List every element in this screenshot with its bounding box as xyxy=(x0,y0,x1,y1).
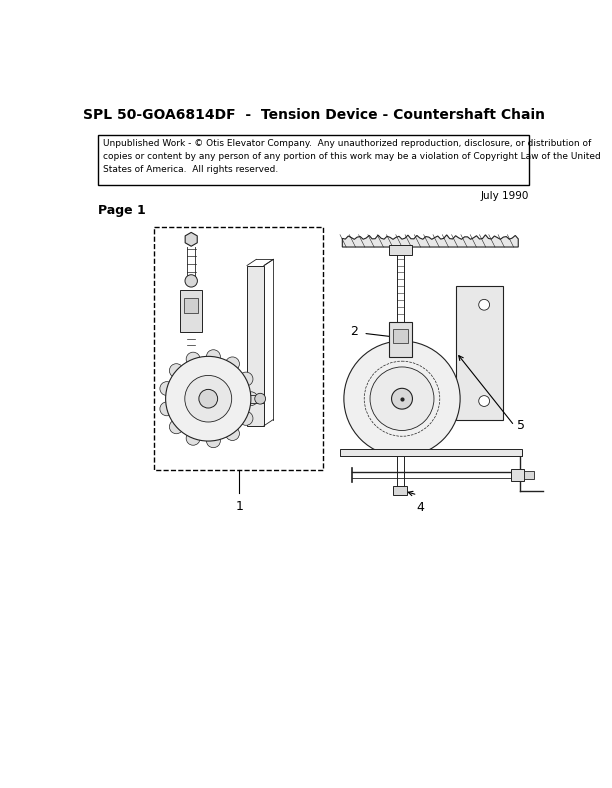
Circle shape xyxy=(166,356,251,441)
Polygon shape xyxy=(204,395,264,403)
Circle shape xyxy=(160,381,174,396)
Bar xyxy=(154,227,323,470)
Ellipse shape xyxy=(479,299,490,310)
Polygon shape xyxy=(342,235,518,247)
Circle shape xyxy=(199,389,218,408)
Bar xyxy=(181,290,202,333)
Text: Page 1: Page 1 xyxy=(98,204,146,217)
Circle shape xyxy=(170,420,184,433)
Ellipse shape xyxy=(479,396,490,407)
Bar xyxy=(389,322,412,357)
Polygon shape xyxy=(185,232,197,246)
Circle shape xyxy=(239,411,253,426)
Bar xyxy=(393,329,408,343)
Bar xyxy=(524,471,534,479)
Circle shape xyxy=(185,275,198,287)
Bar xyxy=(184,298,198,314)
Bar xyxy=(389,246,412,255)
Text: 1: 1 xyxy=(235,500,243,512)
Circle shape xyxy=(239,372,253,386)
Circle shape xyxy=(186,352,200,366)
Bar xyxy=(391,384,410,392)
Bar xyxy=(510,469,524,481)
Text: 4: 4 xyxy=(416,501,424,514)
Text: 3: 3 xyxy=(342,391,350,403)
Circle shape xyxy=(206,434,220,448)
Circle shape xyxy=(225,426,239,440)
Circle shape xyxy=(255,393,266,404)
Text: SPL 50-GOA6814DF  -  Tension Device - Countershaft Chain: SPL 50-GOA6814DF - Tension Device - Coun… xyxy=(83,109,545,122)
Circle shape xyxy=(206,350,220,363)
Text: 5: 5 xyxy=(517,419,524,432)
Circle shape xyxy=(186,431,200,445)
Bar xyxy=(247,266,264,426)
Circle shape xyxy=(370,367,434,430)
Circle shape xyxy=(225,357,239,371)
Circle shape xyxy=(185,375,232,422)
Circle shape xyxy=(344,341,460,456)
Bar xyxy=(394,485,408,495)
Circle shape xyxy=(244,392,258,406)
Circle shape xyxy=(170,364,184,377)
Circle shape xyxy=(392,388,412,409)
Circle shape xyxy=(160,402,174,416)
Text: July 1990: July 1990 xyxy=(480,191,529,201)
Bar xyxy=(457,285,502,420)
Bar xyxy=(340,448,522,456)
Bar xyxy=(98,135,529,184)
Text: Unpublished Work - © Otis Elevator Company.  Any unauthorized reproduction, disc: Unpublished Work - © Otis Elevator Compa… xyxy=(103,139,600,174)
Text: 2: 2 xyxy=(350,325,358,338)
